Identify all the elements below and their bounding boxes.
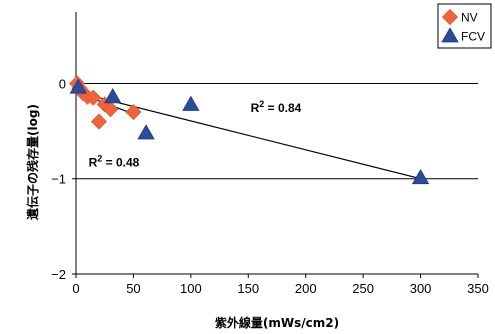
y-tick-label: −1 bbox=[51, 172, 66, 187]
nv-data-point bbox=[90, 113, 108, 130]
legend-nv-marker bbox=[441, 8, 459, 26]
x-tick-label: 0 bbox=[72, 281, 79, 296]
fcv-data-point bbox=[137, 124, 155, 140]
x-tick-label: 300 bbox=[410, 281, 432, 296]
legend-fcv-label: FCV bbox=[461, 30, 485, 44]
axes bbox=[72, 12, 479, 278]
x-tick-label: 350 bbox=[467, 281, 489, 296]
nv-data-point bbox=[85, 89, 102, 106]
legend-fcv-marker bbox=[441, 27, 459, 43]
legend: NV FCV bbox=[437, 3, 492, 49]
gridlines bbox=[76, 82, 478, 180]
y-tick-label: 0 bbox=[59, 76, 66, 91]
fcv-data-point bbox=[69, 78, 87, 94]
x-axis-label: 紫外線量(mWs/cm2) bbox=[215, 315, 339, 330]
x-tick-label: 250 bbox=[352, 281, 374, 296]
x-tick-label: 150 bbox=[237, 281, 259, 296]
y-axis-label: 遺伝子の残存量(log) bbox=[25, 104, 40, 221]
y-tick-label: −2 bbox=[51, 267, 66, 282]
x-tick-label: 200 bbox=[295, 281, 317, 296]
data-points bbox=[69, 75, 430, 185]
x-tick-label: 100 bbox=[180, 281, 202, 296]
r2-fcv-label: R2 = 0.84 bbox=[251, 99, 302, 115]
annotations: R2 = 0.84 R2 = 0.48 bbox=[89, 99, 302, 169]
fcv-data-point bbox=[411, 168, 430, 185]
nv-data-point bbox=[102, 101, 119, 118]
legend-nv-label: NV bbox=[461, 11, 478, 25]
r2-nv-label: R2 = 0.48 bbox=[89, 153, 140, 169]
fcv-data-point bbox=[104, 87, 122, 104]
fcv-data-point bbox=[182, 95, 200, 111]
tick-labels: 0 50 100 150 200 250 300 350 0 −1 −2 bbox=[51, 76, 489, 296]
nv-data-point bbox=[125, 103, 142, 121]
x-tick-label: 50 bbox=[126, 281, 140, 296]
